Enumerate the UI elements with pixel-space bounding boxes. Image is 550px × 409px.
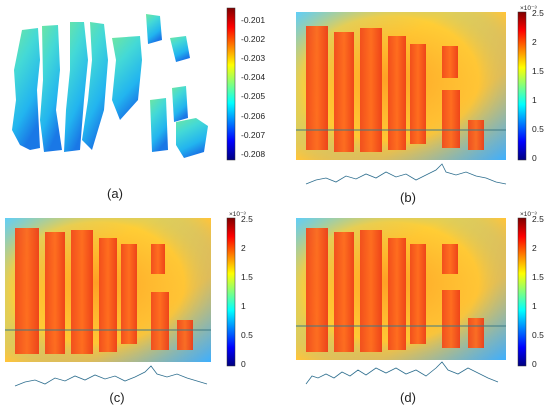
- panel-a-blob-4: [82, 22, 108, 150]
- panel-c-stripes: [15, 228, 193, 354]
- panel-a-blob-7: [170, 36, 190, 62]
- panel-d-tick-5: 0: [532, 359, 537, 369]
- panel-a-tick-0: -0.201: [241, 15, 265, 25]
- panel-d-stripe-2: [334, 232, 354, 352]
- panel-d-tick-2: 1.5: [532, 272, 544, 282]
- panel-b-stripes: [306, 26, 484, 152]
- panel-c-stripe-7: [151, 292, 169, 350]
- panel-c: ×10⁻³ 2.5 2 1.5 1 0.5 0 (c): [5, 211, 253, 405]
- panel-d-profile-line: [305, 361, 499, 385]
- panel-a-tick-3: -0.204: [241, 72, 265, 82]
- panel-b-tick-5: 0: [532, 153, 537, 163]
- panel-d-stripe-7: [442, 290, 460, 348]
- panel-d-stripe-8: [468, 318, 484, 348]
- panel-c-profile-line: [14, 365, 208, 387]
- panel-b-stripe-8: [468, 120, 484, 150]
- panel-a-colorbar-gradient: [226, 7, 236, 161]
- panel-c-tick-5: 0: [241, 359, 246, 369]
- panel-b-tick-2: 1.5: [532, 66, 544, 76]
- panel-c-tick-3: 1: [241, 301, 246, 311]
- panel-c-tick-1: 2: [241, 243, 246, 253]
- panel-d-colorbar-exponent: ×10⁻³: [520, 211, 537, 218]
- panel-c-tick-0: 2.5: [241, 214, 253, 224]
- panel-a-blob-5: [112, 36, 142, 120]
- panel-b-colorbar-gradient: [517, 11, 527, 161]
- panel-d-tick-0: 2.5: [532, 214, 544, 224]
- panel-b-stripe-3: [360, 28, 382, 152]
- panel-c-tick-2: 1.5: [241, 272, 253, 282]
- panel-d-stripes: [306, 228, 484, 352]
- panel-c-caption: (c): [109, 390, 124, 405]
- panel-d-tick-4: 0.5: [532, 330, 544, 340]
- panel-b-tick-3: 1: [532, 95, 537, 105]
- panel-d: ×10⁻³ 2.5 2 1.5 1 0.5 0 (d): [296, 211, 544, 405]
- panel-c-stripe-3: [71, 230, 93, 354]
- panel-a-blob-9: [172, 86, 188, 122]
- panel-a-tick-6: -0.207: [241, 130, 265, 140]
- panel-c-stripe-4: [99, 238, 117, 352]
- panel-b: ×10⁻³ 2.5 2 1.5 1 0.5 0 (b): [296, 5, 544, 205]
- panel-b-profile-line: [305, 163, 507, 185]
- panel-d-stripe-1: [306, 228, 328, 352]
- panel-a-tick-2: -0.203: [241, 53, 265, 63]
- panel-c-colorbar: ×10⁻³ 2.5 2 1.5 1 0.5 0: [226, 211, 253, 369]
- panel-b-colorbar: ×10⁻³ 2.5 2 1.5 1 0.5 0: [517, 5, 544, 163]
- panel-a-blob-6: [146, 14, 162, 44]
- panel-d-tick-1: 2: [532, 243, 537, 253]
- panel-c-stripe-5: [121, 244, 137, 344]
- panel-a-colorbar: -0.201 -0.202 -0.203 -0.204 -0.205 -0.20…: [226, 7, 265, 161]
- panel-d-colorbar-gradient: [517, 217, 527, 367]
- panel-b-stripe-7: [442, 90, 460, 148]
- panel-c-stripe-1: [15, 228, 39, 354]
- panel-c-stripe-8: [177, 320, 193, 350]
- panel-d-stripe-6: [442, 244, 458, 274]
- panel-b-stripe-1: [306, 26, 328, 150]
- panel-a-blob-3: [64, 22, 88, 152]
- panel-a-blob-1: [12, 28, 40, 150]
- panel-b-stripe-4: [388, 36, 406, 150]
- panel-a-caption: (a): [107, 186, 123, 201]
- panel-a-blob-10: [176, 118, 208, 158]
- panel-c-stripe-2: [45, 232, 65, 354]
- panel-c-tick-4: 0.5: [241, 330, 253, 340]
- panel-d-caption: (d): [400, 390, 416, 405]
- panel-d-tick-3: 1: [532, 301, 537, 311]
- panel-a-tick-1: -0.202: [241, 34, 265, 44]
- panel-d-stripe-3: [360, 230, 382, 352]
- panel-d-colorbar: ×10⁻³ 2.5 2 1.5 1 0.5 0: [517, 211, 544, 369]
- panel-b-tick-4: 0.5: [532, 124, 544, 134]
- panel-b-colorbar-exponent: ×10⁻³: [520, 5, 537, 12]
- panel-c-colorbar-gradient: [226, 217, 236, 367]
- panel-b-tick-1: 2: [532, 37, 537, 47]
- panel-d-stripe-4: [388, 238, 406, 350]
- panel-b-stripe-6: [442, 46, 458, 78]
- panel-c-colorbar-exponent: ×10⁻³: [229, 211, 246, 218]
- panel-a-tick-7: -0.208: [241, 149, 265, 159]
- panel-a-depth-map: [12, 14, 208, 158]
- panel-b-stripe-5: [410, 44, 426, 144]
- panel-b-tick-0: 2.5: [532, 8, 544, 18]
- panel-a-blob-2: [40, 25, 62, 152]
- panel-a-tick-5: -0.206: [241, 111, 265, 121]
- panel-a-blob-8: [150, 98, 168, 152]
- panel-b-caption: (b): [400, 190, 416, 205]
- panel-a: -0.201 -0.202 -0.203 -0.204 -0.205 -0.20…: [12, 7, 265, 201]
- panel-c-stripe-6: [151, 244, 165, 274]
- panel-d-stripe-5: [410, 244, 426, 344]
- panel-b-stripe-2: [334, 32, 354, 152]
- panel-a-tick-4: -0.205: [241, 91, 265, 101]
